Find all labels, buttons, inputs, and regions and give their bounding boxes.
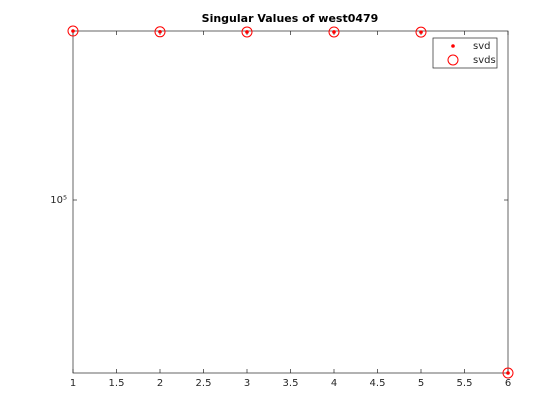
x-tick-label: 4.5 bbox=[370, 378, 386, 389]
data-point bbox=[415, 26, 427, 38]
data-point bbox=[502, 367, 514, 379]
x-tick-label: 1.5 bbox=[109, 378, 125, 389]
legend-marker bbox=[451, 44, 455, 48]
x-tick-label: 4 bbox=[331, 378, 337, 389]
data-point bbox=[71, 29, 75, 33]
x-tick-label: 2.5 bbox=[196, 378, 212, 389]
x-tick-label: 5 bbox=[418, 378, 424, 389]
legend-label: svd bbox=[473, 41, 490, 52]
legend-box bbox=[432, 37, 498, 69]
legend-label: svds bbox=[473, 55, 496, 66]
data-point bbox=[506, 371, 510, 375]
x-tick-label: 6 bbox=[505, 378, 511, 389]
legend-marker bbox=[447, 54, 459, 66]
data-point bbox=[328, 26, 340, 38]
data-point bbox=[154, 26, 166, 38]
data-point bbox=[241, 26, 253, 38]
data-point bbox=[245, 30, 249, 34]
data-point bbox=[67, 25, 79, 37]
y-tick-label: 10⁵ bbox=[50, 195, 67, 206]
x-tick-label: 3 bbox=[244, 378, 250, 389]
x-tick-label: 1 bbox=[70, 378, 76, 389]
data-point bbox=[158, 30, 162, 34]
x-tick-label: 3.5 bbox=[283, 378, 299, 389]
x-tick-label: 5.5 bbox=[457, 378, 473, 389]
data-point bbox=[419, 30, 423, 34]
x-tick-label: 2 bbox=[157, 378, 163, 389]
data-point bbox=[332, 30, 336, 34]
chart-title: Singular Values of west0479 bbox=[202, 12, 379, 25]
